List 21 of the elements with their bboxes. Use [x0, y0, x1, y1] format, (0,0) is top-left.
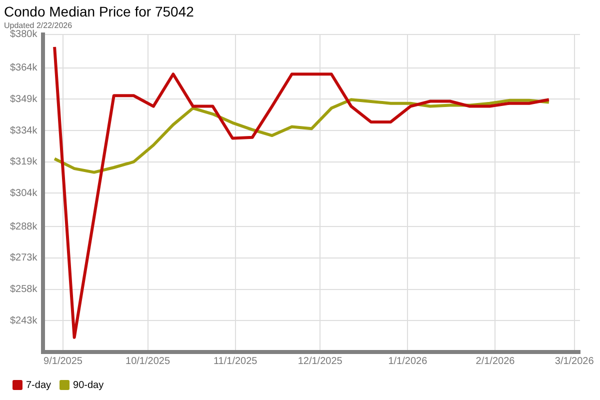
legend-label: 90-day	[73, 380, 104, 391]
y-tick-label: $349k	[10, 94, 38, 105]
x-tick-label: 11/1/2025	[213, 356, 258, 367]
x-tick-label: 1/1/2026	[388, 356, 428, 367]
y-tick-label: $304k	[10, 188, 38, 199]
y-tick-label: $364k	[10, 62, 38, 74]
y-tick-label: $258k	[10, 284, 38, 296]
y-tick-label: $288k	[10, 221, 38, 232]
y-tick-label: $273k	[10, 252, 38, 264]
x-tick-label: 12/1/2025	[298, 356, 343, 367]
chart-subtitle: Updated 2/22/2026	[4, 20, 73, 30]
y-tick-label: $380k	[10, 29, 38, 40]
x-tick-label: 10/1/2025	[126, 356, 170, 367]
y-tick-label: $319k	[10, 156, 38, 168]
chart-title: Condo Median Price for 75042	[4, 3, 194, 20]
legend-label: 7-day	[26, 380, 52, 391]
x-tick-label: 2/1/2026	[476, 356, 516, 367]
y-tick-label: $334k	[10, 125, 38, 136]
x-tick-label: 9/1/2025	[44, 356, 83, 367]
x-tick-label: 3/1/2026	[554, 356, 594, 367]
y-tick-label: $243k	[10, 315, 38, 326]
